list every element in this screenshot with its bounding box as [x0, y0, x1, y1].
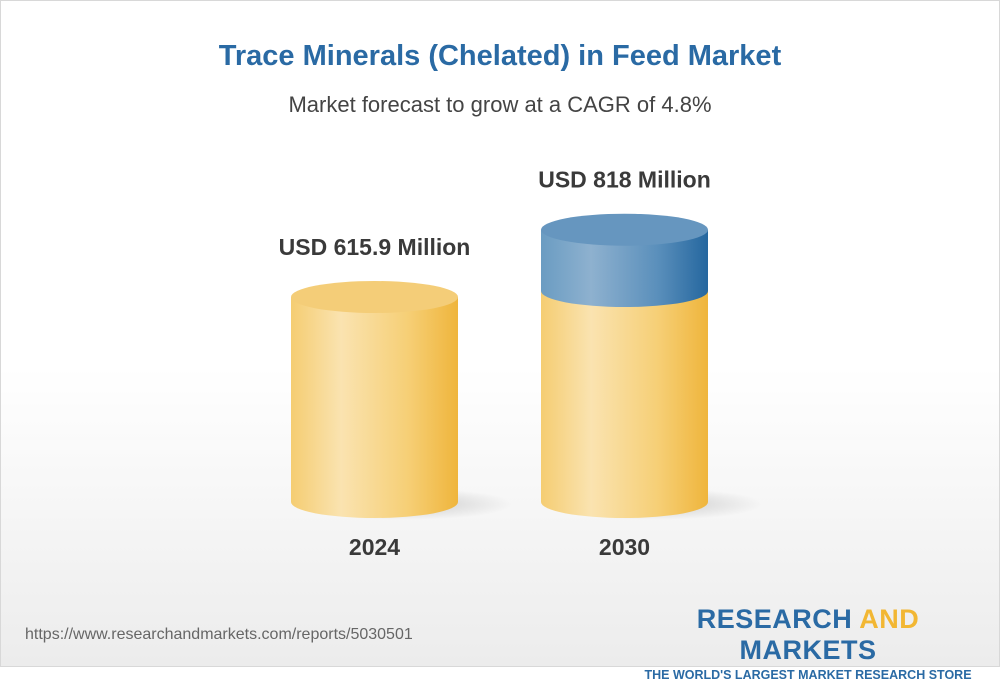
- category-label-2024: 2024: [349, 534, 400, 560]
- bar-2024-body: [291, 297, 458, 518]
- chart-title: Trace Minerals (Chelated) in Feed Market: [218, 40, 782, 72]
- cylinder-chart: USD 615.9 Million 2024 USD 818 Million 2030: [279, 167, 763, 560]
- bar-2030-base-body: [541, 291, 708, 518]
- category-label-2030: 2030: [599, 534, 650, 560]
- bar-2024-top: [291, 281, 458, 313]
- source-url[interactable]: https://www.researchandmarkets.com/repor…: [25, 626, 413, 643]
- bar-2030-growth-top: [541, 213, 708, 246]
- research-and-markets-logo: RESEARCH AND MARKETS THE WORLD'S LARGEST…: [644, 604, 972, 682]
- bar-2030-growth-body: [541, 229, 708, 307]
- data-label-2030: USD 818 Million: [538, 167, 711, 193]
- data-label-2024: USD 615.9 Million: [279, 234, 471, 260]
- chart-subtitle: Market forecast to grow at a CAGR of 4.8…: [288, 92, 712, 117]
